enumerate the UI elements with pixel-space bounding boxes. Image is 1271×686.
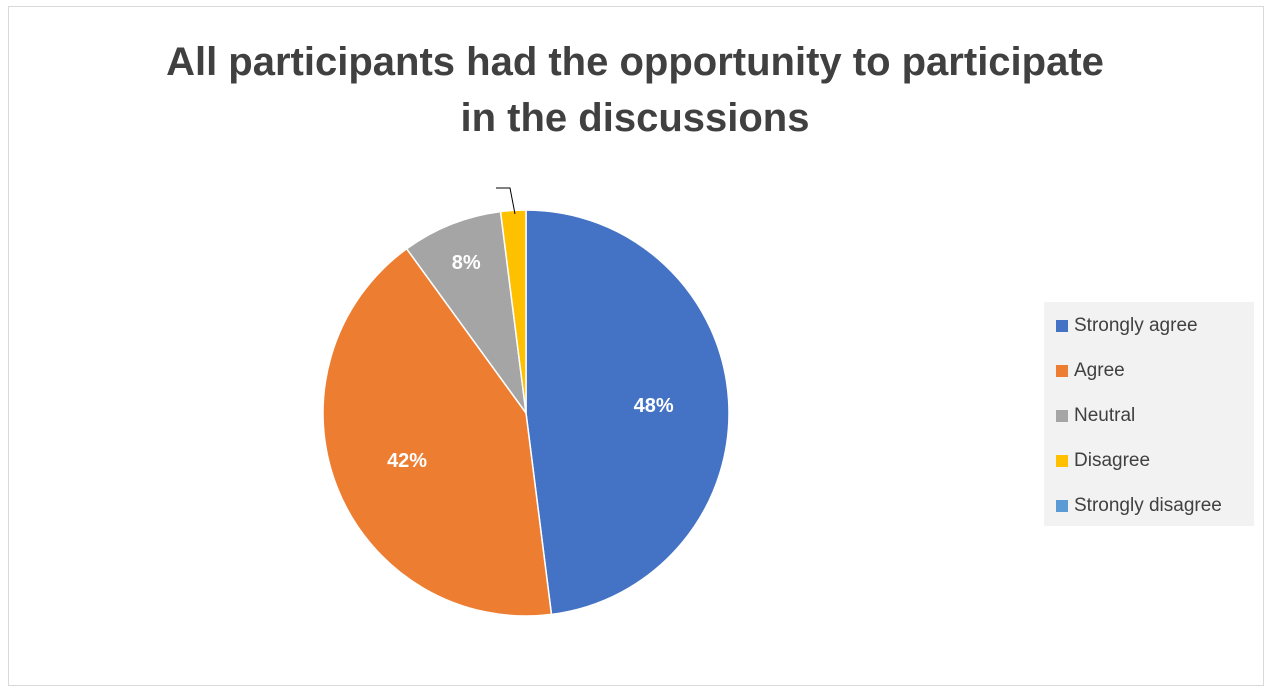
legend-item-strongly-disagree: Strongly disagree	[1056, 494, 1222, 518]
chart-title-line-2: in the discussions	[460, 96, 810, 140]
legend-swatch	[1056, 320, 1068, 332]
legend-label: Disagree	[1074, 450, 1151, 471]
legend-item-disagree: Disagree	[1056, 449, 1150, 473]
legend-swatch	[1056, 455, 1068, 467]
legend-swatch	[1056, 410, 1068, 422]
legend-item-agree: Agree	[1056, 359, 1125, 383]
legend-label: Strongly disagree	[1074, 495, 1222, 516]
pie-slice-neutral	[405, 210, 527, 414]
legend-swatch	[1056, 365, 1068, 377]
legend: Strongly agree Agree Neutral Disagree Strong…	[1044, 302, 1254, 526]
data-label-strongly-agree: 48%	[634, 395, 674, 417]
legend-label: Neutral	[1074, 405, 1136, 426]
legend-label: Agree	[1074, 360, 1125, 381]
pie-slice-disagree	[499, 209, 527, 414]
data-label-agree: 42%	[387, 450, 427, 472]
pie-slice-strongly-agree	[525, 209, 730, 616]
legend-swatch	[1056, 500, 1068, 512]
chart-title: All participants had the opportunity to …	[140, 34, 1130, 146]
chart-title-line-1: All participants had the opportunity to …	[166, 40, 1104, 84]
data-label-neutral: 8%	[452, 252, 481, 274]
legend-label: Strongly agree	[1074, 315, 1198, 336]
pie-slice-agree	[322, 247, 553, 617]
leader-line	[496, 187, 516, 215]
legend-item-neutral: Neutral	[1056, 404, 1135, 428]
legend-item-strongly-agree: Strongly agree	[1056, 314, 1198, 338]
